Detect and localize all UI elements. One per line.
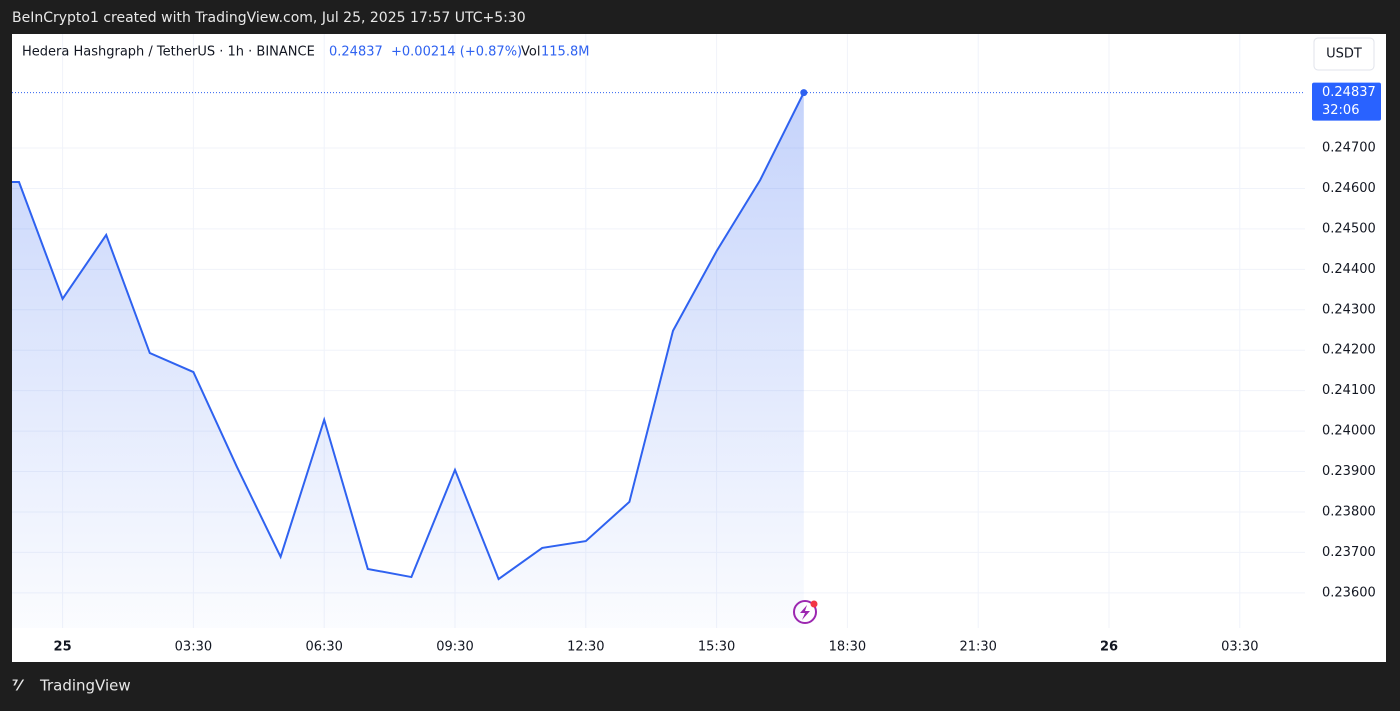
y-tick-label: 0.24700 [1322,141,1376,156]
countdown: 32:06 [1322,103,1359,118]
y-tick-label: 0.24000 [1322,424,1376,439]
y-tick-label: 0.24500 [1322,221,1376,236]
y-tick-label: 0.24300 [1322,302,1376,317]
x-tick-label: 03:30 [1221,640,1258,655]
attribution: BeInCrypto1 created with TradingView.com… [12,10,526,26]
brand: TradingView [39,677,131,695]
price-tag-label: 0.24837 [1322,85,1376,100]
x-tick-label: 26 [1100,640,1118,655]
price: 0.24837 [329,45,383,60]
y-tick-label: 0.23800 [1322,504,1376,519]
x-tick-label: 21:30 [959,640,996,655]
x-tick-label: 09:30 [436,640,473,655]
flash-icon [793,600,818,624]
volume-label: Vol [521,45,540,60]
x-tick-label: 06:30 [305,640,342,655]
x-tick-label: 15:30 [698,640,735,655]
x-tick-label: 03:30 [175,640,212,655]
y-tick-label: 0.23900 [1322,464,1376,479]
currency-button[interactable] [1313,37,1375,71]
last-point [800,89,808,97]
chart-title: Hedera Hashgraph / TetherUS · 1h · BINAN… [22,45,315,60]
x-tick-label: 25 [54,640,72,655]
y-tick-label: 0.24100 [1322,383,1376,398]
change: +0.00214 (+0.87%) [391,45,522,60]
volume: 115.8M [541,45,589,60]
y-tick-label: 0.23600 [1322,585,1376,600]
price-tag [1312,82,1381,121]
y-tick-label: 0.24200 [1322,343,1376,358]
y-tick-label: 0.23700 [1322,545,1376,560]
y-tick-label: 0.24600 [1322,181,1376,196]
x-tick-label: 18:30 [829,640,866,655]
area-fill [12,92,804,629]
x-tick-label: 12:30 [567,640,604,655]
y-tick-label: 0.24400 [1322,262,1376,277]
currency[interactable]: USDT [1326,47,1362,62]
price-line [12,92,805,581]
